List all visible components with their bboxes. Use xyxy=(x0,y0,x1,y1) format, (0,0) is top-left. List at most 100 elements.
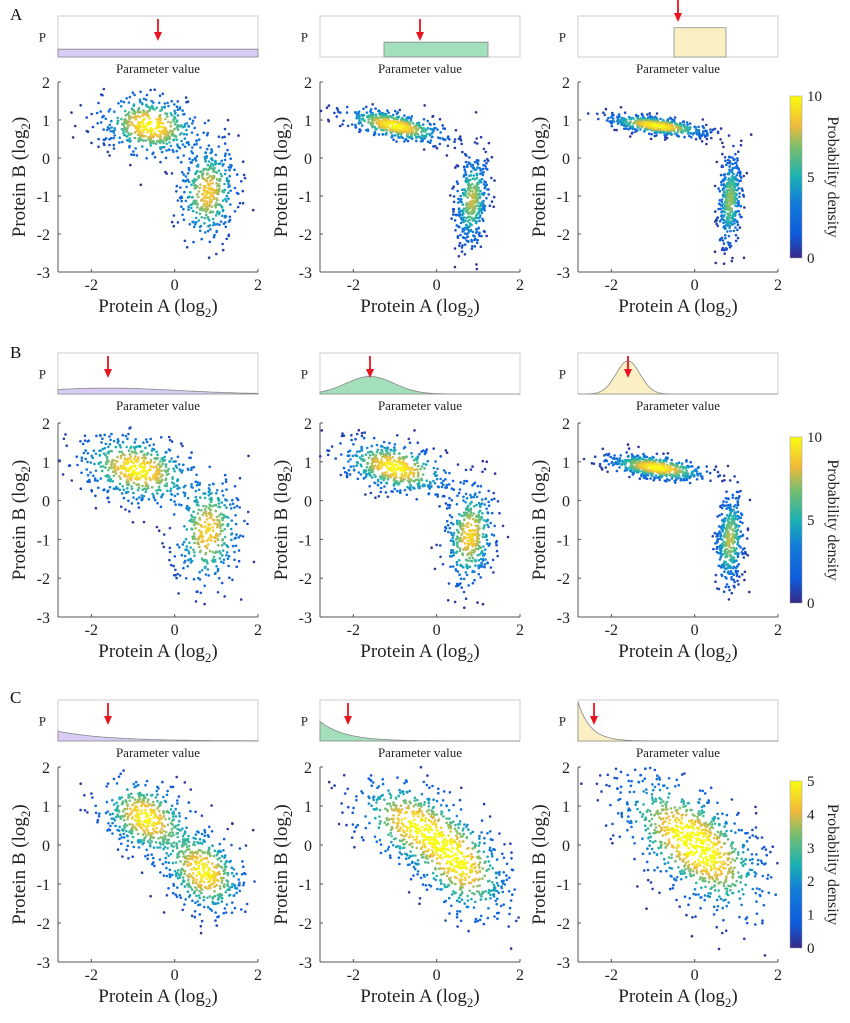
scatter-point xyxy=(459,577,463,581)
scatter-point xyxy=(191,122,194,125)
scatter-point xyxy=(106,128,109,132)
scatter-point xyxy=(723,178,727,181)
scatter-point xyxy=(466,539,470,543)
scatter-point xyxy=(128,137,131,140)
scatter-point xyxy=(137,110,140,114)
scatter-point xyxy=(233,186,237,190)
scatter-point xyxy=(739,530,743,533)
scatter-point xyxy=(471,569,475,573)
scatter-point xyxy=(730,259,734,263)
scatter-point xyxy=(116,122,119,125)
x-tick-label: -2 xyxy=(605,622,618,639)
scatter-point xyxy=(420,477,423,481)
scatter-point xyxy=(736,236,740,240)
scatter-point xyxy=(454,229,457,232)
scatter-point xyxy=(207,144,211,147)
scatter-point xyxy=(108,485,112,489)
scatter-point xyxy=(132,465,136,468)
scatter-point xyxy=(183,123,187,126)
scatter-point xyxy=(190,161,193,164)
scatter-point xyxy=(740,187,744,190)
scatter-point xyxy=(731,256,734,260)
scatter-point xyxy=(128,95,132,99)
scatter-point xyxy=(460,246,464,249)
scatter-point xyxy=(626,443,630,446)
scatter-point xyxy=(738,575,741,578)
scatter-point xyxy=(221,242,224,246)
scatter-point xyxy=(373,130,377,134)
scatter-point xyxy=(176,100,180,103)
scatter-point xyxy=(193,178,196,181)
scatter-point xyxy=(389,448,393,452)
scatter-point xyxy=(420,130,423,134)
scatter-point xyxy=(450,487,454,490)
y-tick-label: -3 xyxy=(37,265,50,282)
scatter-point xyxy=(455,180,459,183)
scatter-point xyxy=(204,565,207,569)
scatter-point xyxy=(208,200,212,204)
x-tick-label: 2 xyxy=(254,622,262,639)
scatter-point xyxy=(602,111,605,114)
scatter-point xyxy=(219,560,223,564)
scatter-point xyxy=(383,446,387,450)
scatter-point xyxy=(178,574,182,577)
scatter-point xyxy=(372,467,376,470)
scatter-point xyxy=(727,234,731,238)
scatter-point xyxy=(211,529,215,532)
scatter-point xyxy=(157,129,161,133)
scatter-point xyxy=(216,518,219,522)
scatter-point xyxy=(155,106,159,110)
scatter-point xyxy=(473,178,477,181)
scatter-point xyxy=(208,483,211,487)
scatter-point xyxy=(203,496,207,500)
scatter-point xyxy=(364,453,368,456)
scatter-point xyxy=(70,111,73,114)
scatter-point xyxy=(443,529,447,533)
scatter-point xyxy=(680,462,684,466)
scatter-point xyxy=(716,216,720,219)
prior-x-label: Parameter value xyxy=(116,398,200,413)
scatter-point xyxy=(159,505,163,509)
scatter-point xyxy=(205,518,209,521)
scatter-point xyxy=(223,504,226,507)
scatter-point xyxy=(125,470,128,473)
y-tick-label: 2 xyxy=(562,75,570,92)
scatter-point xyxy=(476,524,480,527)
scatter-point xyxy=(145,461,149,465)
scatter-point xyxy=(476,529,479,533)
scatter-point xyxy=(91,125,95,129)
scatter-point xyxy=(148,107,152,110)
scatter-point xyxy=(354,123,357,127)
scatter-point xyxy=(352,468,356,472)
scatter-point xyxy=(470,496,473,499)
scatter-point xyxy=(110,119,113,123)
scatter-point xyxy=(121,440,125,444)
scatter-point xyxy=(466,196,470,199)
scatter-point xyxy=(169,129,172,133)
scatter-point xyxy=(730,220,733,223)
scatter-point xyxy=(655,134,658,137)
scatter-point xyxy=(481,470,484,474)
scatter-point xyxy=(734,152,737,156)
scatter-point xyxy=(470,170,473,173)
y-tick-label: 0 xyxy=(562,494,570,511)
scatter-point xyxy=(164,117,167,121)
scatter-point xyxy=(233,485,237,488)
scatter-point xyxy=(202,131,205,134)
scatter-point xyxy=(188,222,191,226)
scatter-point xyxy=(705,465,708,468)
scatter-point xyxy=(180,205,183,208)
scatter-point xyxy=(629,117,633,121)
scatter-point xyxy=(181,213,184,217)
x-tick-label: 0 xyxy=(691,622,699,639)
scatter-point xyxy=(598,462,602,466)
scatter-point xyxy=(143,487,146,491)
scatter-point xyxy=(708,471,712,475)
scatter-point xyxy=(476,554,480,557)
scatter-point xyxy=(229,503,232,506)
scatter-point xyxy=(148,116,151,120)
colorbar-tick-label: 5 xyxy=(807,170,815,186)
scatter-point xyxy=(219,172,223,176)
scatter-point xyxy=(228,215,232,219)
